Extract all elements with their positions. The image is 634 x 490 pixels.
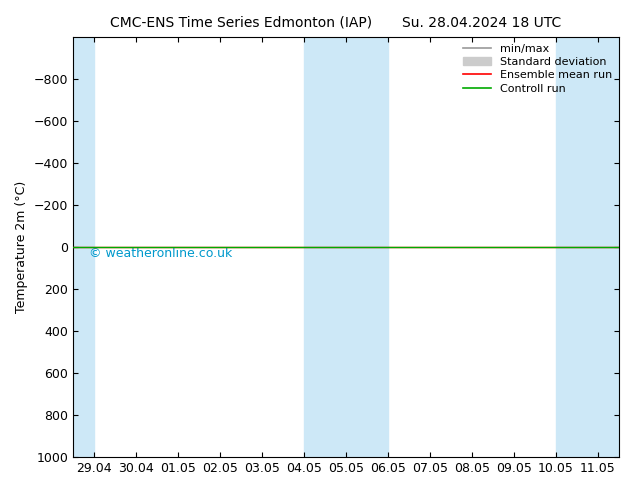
Y-axis label: Temperature 2m (°C): Temperature 2m (°C) — [15, 181, 28, 313]
Legend: min/max, Standard deviation, Ensemble mean run, Controll run: min/max, Standard deviation, Ensemble me… — [459, 39, 617, 98]
Bar — [304, 37, 388, 457]
Text: Su. 28.04.2024 18 UTC: Su. 28.04.2024 18 UTC — [402, 16, 562, 30]
Text: © weatheronline.co.uk: © weatheronline.co.uk — [89, 247, 233, 260]
Text: CMC-ENS Time Series Edmonton (IAP): CMC-ENS Time Series Edmonton (IAP) — [110, 16, 372, 30]
Bar — [73, 37, 94, 457]
Bar — [556, 37, 619, 457]
